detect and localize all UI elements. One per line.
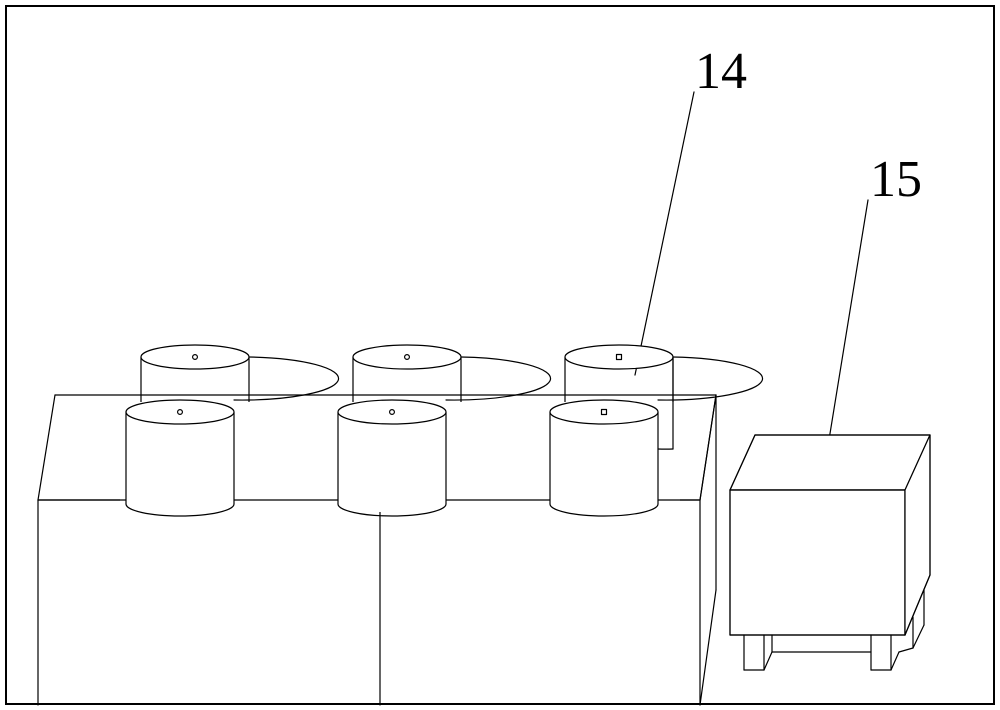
leader-line-14	[635, 92, 694, 375]
cylinder-front-3	[550, 400, 658, 516]
cylinder-front-1	[126, 400, 234, 516]
cylinder-front-2	[338, 400, 446, 516]
box-15	[730, 435, 930, 670]
diagram-svg	[0, 0, 1000, 710]
box-15-leg-front-right	[871, 635, 899, 670]
box-15-leg-front-left	[744, 635, 772, 670]
leader-line-15	[827, 200, 868, 452]
